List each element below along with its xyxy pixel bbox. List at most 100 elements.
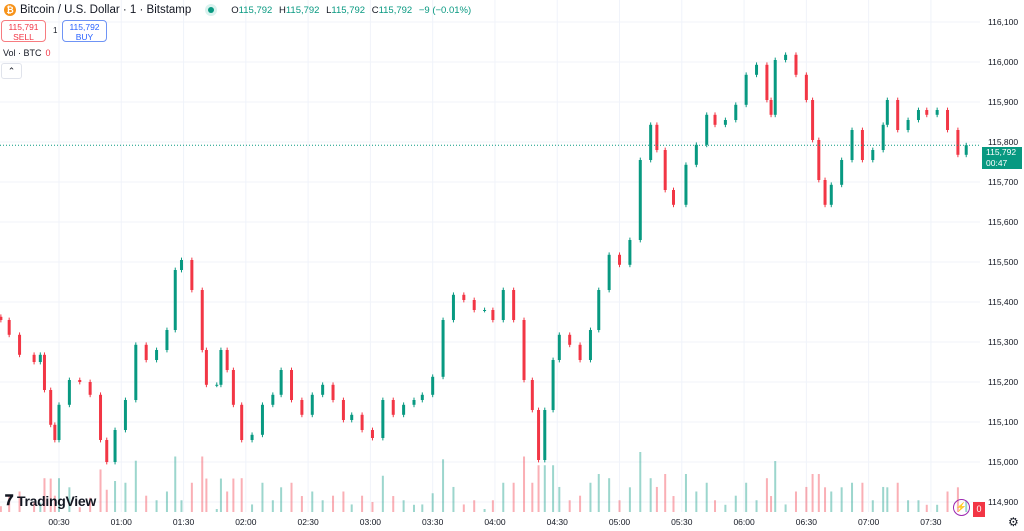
- time-tick-label: 01:30: [173, 517, 195, 527]
- candle-body: [165, 330, 169, 350]
- last-price-label: 115,792 00:47: [982, 147, 1022, 169]
- candle-body: [451, 294, 455, 320]
- candle-body: [250, 434, 254, 440]
- volume-bar: [734, 495, 737, 512]
- candle-body: [300, 400, 304, 415]
- volume-bar: [861, 482, 864, 512]
- symbol-title[interactable]: Bitcoin / U.S. Dollar · 1 · Bitstamp: [20, 4, 192, 16]
- time-tick-label: 03:30: [422, 517, 444, 527]
- candle-body: [906, 120, 910, 130]
- volume-bar: [89, 497, 92, 512]
- bitcoin-icon: ₿: [4, 4, 16, 16]
- candle-body: [946, 110, 950, 130]
- candle-body: [260, 404, 264, 435]
- candle-body: [773, 60, 777, 115]
- candle-body: [200, 290, 204, 350]
- buy-button[interactable]: 115,792 BUY: [62, 20, 107, 42]
- tradingview-logo[interactable]: 𝟕 TradingView: [5, 492, 96, 509]
- volume-bar: [817, 474, 820, 512]
- volume-bar: [589, 482, 592, 512]
- volume-bar: [483, 509, 486, 512]
- volume-bar: [165, 491, 168, 512]
- settings-gear-icon[interactable]: ⚙: [1008, 515, 1019, 529]
- volume-bar: [531, 482, 534, 512]
- volume-bar: [311, 491, 314, 512]
- volume-bar: [770, 496, 773, 512]
- price-tick-label: 115,900: [988, 97, 1018, 107]
- candle-body: [331, 384, 335, 400]
- volume-bar: [39, 502, 42, 512]
- candle-body: [88, 382, 92, 395]
- tradingview-logo-icon: 𝟕: [5, 492, 14, 509]
- candle-body: [811, 100, 815, 140]
- candle-body: [99, 394, 103, 440]
- lightning-icon[interactable]: ⚡: [953, 499, 970, 516]
- candle-body: [804, 74, 808, 100]
- candle-body: [391, 400, 395, 415]
- candle-body: [501, 290, 505, 320]
- volume-bar: [321, 500, 324, 512]
- price-tick-label: 115,600: [988, 217, 1018, 227]
- volume-bar: [655, 486, 658, 512]
- volume-bar: [794, 491, 797, 512]
- volume-bar: [452, 486, 455, 512]
- volume-bar: [907, 500, 910, 512]
- volume-bar: [851, 482, 854, 512]
- sell-button[interactable]: 115,791 SELL: [1, 20, 46, 42]
- price-tick-label: 116,100: [988, 17, 1018, 27]
- volume-bar: [412, 504, 415, 512]
- candle-body: [578, 344, 582, 360]
- candle-body: [607, 254, 611, 290]
- volume-bar: [49, 478, 52, 512]
- time-axis[interactable]: 00:30 01:00 01:30 02:00 02:30 03:00 03:30 04:00…: [48, 517, 941, 527]
- candle-body: [705, 114, 709, 145]
- candle-body: [290, 370, 294, 400]
- volume-bar: [512, 482, 515, 512]
- candle-body: [225, 350, 229, 370]
- candle-body: [597, 290, 601, 330]
- volume-bar: [190, 482, 193, 512]
- volume-bar: [442, 459, 445, 512]
- candles: [0, 52, 968, 465]
- candle-body: [341, 400, 345, 420]
- candle-body: [173, 270, 177, 330]
- price-tick-label: 115,000: [988, 457, 1018, 467]
- time-tick-label: 05:00: [609, 517, 631, 527]
- volume-bar: [350, 504, 353, 512]
- volume-bar: [251, 504, 254, 512]
- time-tick-label: 07:30: [920, 517, 942, 527]
- volume-bar: [755, 500, 758, 512]
- volume-bar: [917, 500, 920, 512]
- candle-body: [155, 350, 159, 360]
- volume-bar: [608, 478, 611, 512]
- candle-body: [734, 104, 738, 120]
- volume-bar: [421, 504, 424, 512]
- candle-body: [462, 294, 466, 300]
- candle-body: [67, 380, 71, 405]
- candle-body: [483, 310, 487, 311]
- volume-bar: [124, 482, 127, 512]
- price-tick-label: 115,500: [988, 257, 1018, 267]
- volume-bar: [840, 487, 843, 512]
- volume-bar: [105, 489, 108, 512]
- candle-body: [956, 130, 960, 155]
- volume-legend[interactable]: Vol · BTC 0: [3, 48, 51, 58]
- volume-bar: [925, 504, 928, 512]
- candle-body: [441, 320, 445, 377]
- candle-body: [402, 404, 406, 415]
- volume-bar: [568, 500, 571, 512]
- volume-bar: [361, 495, 364, 512]
- candle-body: [38, 354, 42, 362]
- candle-body: [684, 164, 688, 205]
- volume-bar: [462, 504, 465, 512]
- candle-body: [588, 330, 592, 360]
- candle-body: [671, 190, 675, 205]
- candle-body: [655, 124, 659, 150]
- price-axis[interactable]: 116,100 116,000 115,900 115,800 115,700 115,6…: [988, 17, 1018, 507]
- candle-body: [522, 320, 526, 380]
- candle-body: [190, 260, 194, 290]
- collapse-legend-button[interactable]: ⌃: [1, 63, 22, 79]
- candle-body: [113, 430, 117, 462]
- market-open-icon: [205, 4, 218, 16]
